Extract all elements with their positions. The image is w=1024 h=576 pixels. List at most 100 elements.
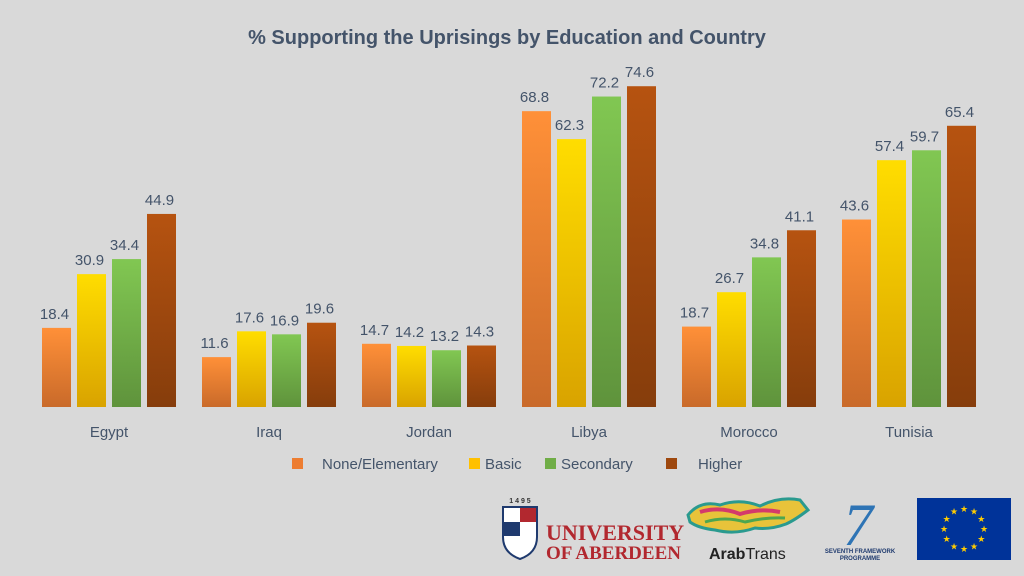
eu-star-icon: ★ (943, 514, 951, 524)
bar-egypt-basic (77, 274, 106, 407)
legend: None/Elementary Basic Secondary Higher (292, 456, 742, 473)
eu-star-icon: ★ (960, 504, 968, 514)
bar-libya-none-elementary (522, 111, 551, 407)
eu-star-icon: ★ (970, 541, 978, 551)
legend-swatch-none-elementary (292, 458, 303, 469)
bar-jordan-secondary (432, 350, 461, 407)
data-label-iraq-higher: 19.6 (305, 301, 334, 318)
eu-stars-group: ★ ★★★★★★★★★★★ (940, 504, 988, 554)
aberdeen-crest-quarter-red (520, 508, 536, 522)
data-label-libya-none-elementary: 68.8 (520, 89, 549, 106)
eu-star-icon: ★ (977, 534, 985, 544)
legend-swatch-basic (469, 458, 480, 469)
data-label-jordan-none-elementary: 14.7 (360, 322, 389, 339)
eu-flag-logo: ★ ★★★★★★★★★★★ (917, 498, 1011, 560)
category-label-jordan: Jordan (406, 424, 452, 441)
data-label-egypt-secondary: 34.4 (110, 237, 139, 254)
eu-star-icon: ★ (940, 524, 948, 534)
bar-libya-secondary (592, 96, 621, 407)
data-label-libya-basic: 62.3 (555, 117, 584, 134)
bar-tunisia-none-elementary (842, 219, 871, 407)
bar-morocco-secondary (752, 257, 781, 407)
bar-morocco-basic (717, 292, 746, 407)
eu-star-icon: ★ (980, 524, 988, 534)
bar-tunisia-basic (877, 160, 906, 407)
eu-star-icon: ★ (950, 507, 958, 517)
data-label-egypt-none-elementary: 18.4 (40, 306, 69, 323)
eu-flag-icon (917, 498, 1011, 560)
arabtrans-map-icon (686, 497, 811, 534)
bar-egypt-higher (147, 213, 176, 407)
eu-star-icon: ★ (950, 541, 958, 551)
bar-jordan-basic (397, 345, 426, 407)
legend-swatch-secondary (545, 458, 556, 469)
chart-title: % Supporting the Uprisings by Education … (248, 27, 767, 49)
arabtrans-wordmark: ArabTrans (709, 546, 786, 563)
eu-star-icon: ★ (977, 514, 985, 524)
data-label-egypt-higher: 44.9 (145, 192, 174, 209)
aberdeen-name-line2: OF ABERDEEN (546, 543, 681, 564)
category-label-iraq: Iraq (256, 424, 282, 441)
data-label-egypt-basic: 30.9 (75, 252, 104, 269)
data-label-jordan-higher: 14.3 (465, 324, 494, 341)
bar-jordan-none-elementary (362, 343, 391, 407)
bar-egypt-none-elementary (42, 327, 71, 407)
data-label-libya-secondary: 72.2 (590, 75, 619, 92)
legend-label-basic: Basic (485, 456, 522, 473)
bar-iraq-none-elementary (202, 357, 231, 407)
bar-tunisia-higher (947, 125, 976, 407)
data-label-libya-higher: 74.6 (625, 64, 654, 81)
aberdeen-founding-year: 1 4 9 5 (509, 498, 531, 505)
arabtrans-map-stripe-green (704, 516, 786, 524)
bar-morocco-higher (787, 230, 816, 407)
bar-libya-basic (557, 139, 586, 408)
bar-morocco-none-elementary (682, 326, 711, 407)
bar-egypt-secondary (112, 259, 141, 407)
legend-swatch-higher (666, 458, 677, 469)
bar-libya-higher (627, 86, 656, 407)
eu-star-icon: ★ (943, 534, 951, 544)
aberdeen-crest-quarter-blue (504, 522, 520, 536)
data-label-tunisia-secondary: 59.7 (910, 128, 939, 145)
university-of-aberdeen-logo: 1 4 9 5 UNIVERSITY OF ABERDEEN (502, 498, 684, 564)
fp7-number-icon: 7 (843, 492, 876, 558)
data-label-iraq-none-elementary: 11.6 (200, 335, 228, 352)
data-label-jordan-basic: 14.2 (395, 324, 424, 341)
bars-group (42, 86, 976, 408)
data-label-iraq-secondary: 16.9 (270, 312, 299, 329)
bar-iraq-basic (237, 331, 266, 407)
data-label-tunisia-higher: 65.4 (945, 104, 974, 121)
arabtrans-logo: ArabTrans (686, 497, 811, 563)
arabtrans-wordmark-bold: Arab (709, 546, 746, 563)
bar-iraq-secondary (272, 334, 301, 407)
aberdeen-name-line1: UNIVERSITY (546, 520, 684, 545)
category-label-tunisia: Tunisia (885, 424, 933, 441)
legend-label-secondary: Secondary (561, 456, 633, 473)
data-label-tunisia-basic: 57.4 (875, 138, 904, 155)
legend-label-higher: Higher (698, 456, 742, 473)
fp7-caption-line2: PROGRAMME (840, 556, 880, 562)
bar-iraq-higher (307, 322, 336, 407)
fp7-caption-line1: SEVENTH FRAMEWORK (825, 549, 896, 555)
arabtrans-map-stripe-pink (699, 507, 781, 517)
data-label-morocco-basic: 26.7 (715, 270, 744, 287)
eu-star-icon: ★ (970, 507, 978, 517)
bar-jordan-higher (467, 345, 496, 407)
data-label-morocco-secondary: 34.8 (750, 235, 779, 252)
value-labels-group: 18.4 30.9 34.4 44.9 11.6 17.6 16.9 19.6 14.7 14.2… (40, 64, 974, 352)
fp7-logo: 7 SEVENTH FRAMEWORK PROGRAMME (825, 492, 896, 562)
category-labels-group: Egypt Iraq Jordan Libya Morocco Tunisia (90, 424, 934, 441)
arabtrans-wordmark-rest: Trans (745, 546, 785, 563)
category-label-morocco: Morocco (720, 424, 778, 441)
legend-label-none-elementary: None/Elementary (322, 456, 438, 473)
eu-star-icon: ★ (960, 544, 968, 554)
data-label-iraq-basic: 17.6 (235, 309, 264, 326)
category-label-egypt: Egypt (90, 424, 129, 441)
data-label-tunisia-none-elementary: 43.6 (840, 198, 869, 215)
data-label-jordan-secondary: 13.2 (430, 328, 459, 345)
data-label-morocco-none-elementary: 18.7 (680, 305, 709, 322)
bar-tunisia-secondary (912, 150, 941, 408)
category-label-libya: Libya (571, 424, 608, 441)
data-label-morocco-higher: 41.1 (785, 208, 814, 225)
